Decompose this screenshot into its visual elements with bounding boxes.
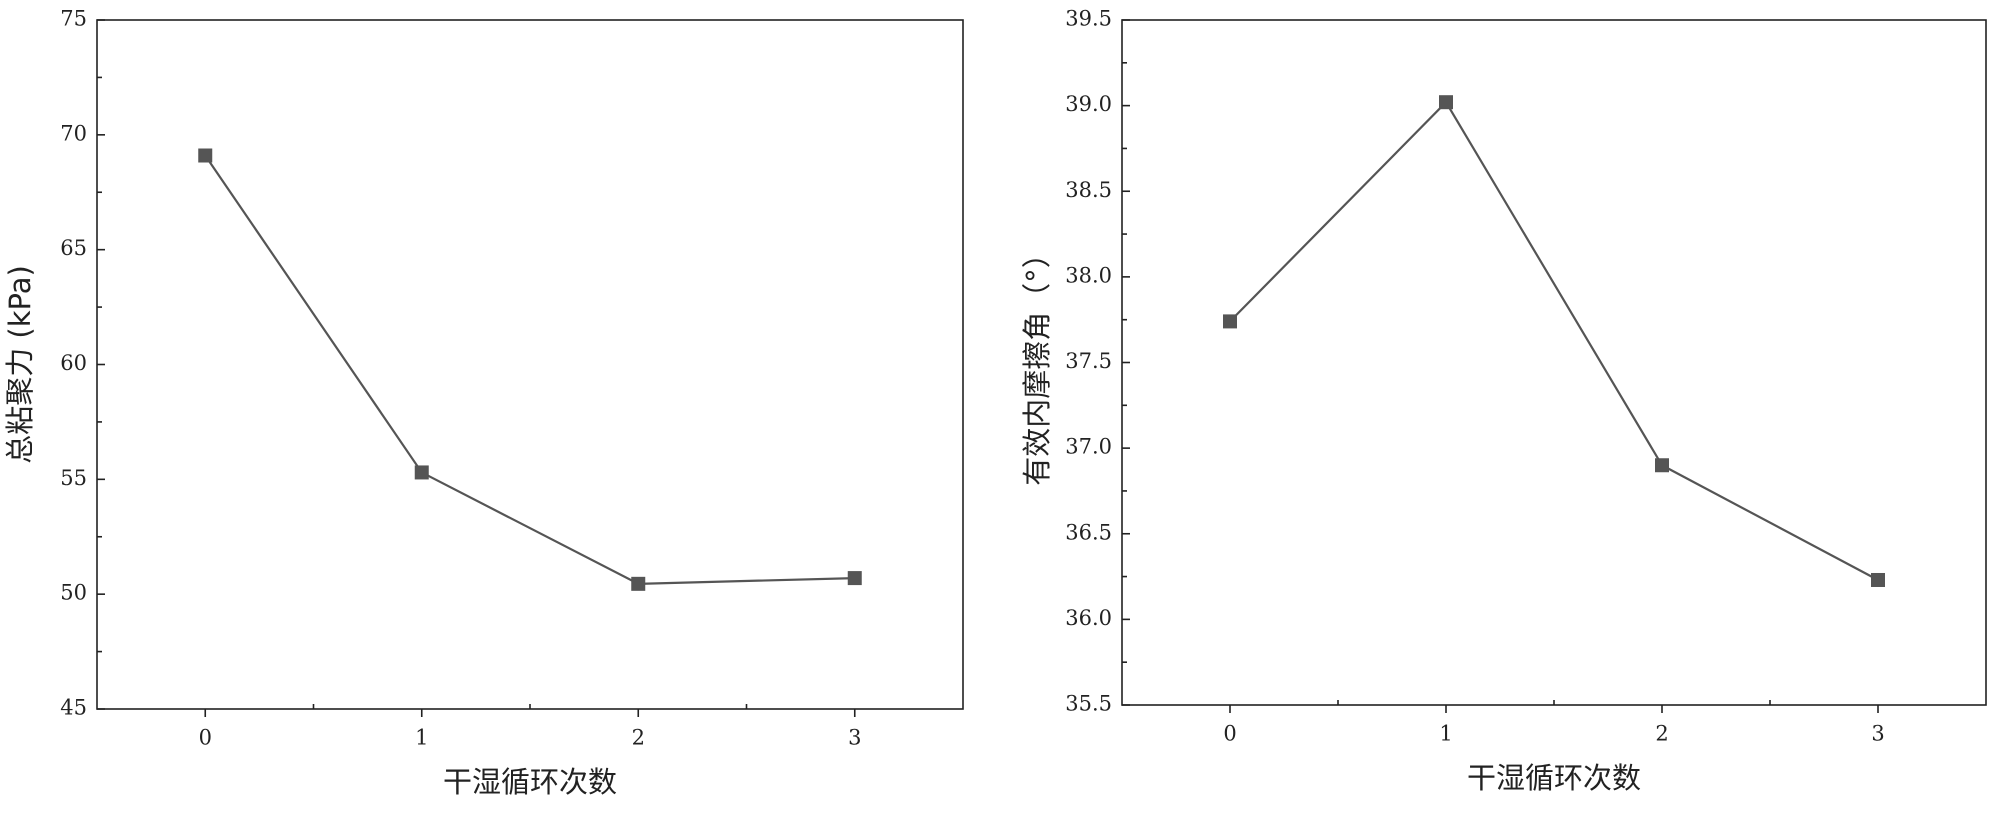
y-tick-label: 55 (60, 466, 87, 490)
plot-frame (96, 19, 964, 710)
y-axis-label: 总粘聚力 (kPa) (3, 265, 37, 464)
plot-frame (1121, 19, 1987, 706)
y-tick-label: 36.5 (1065, 520, 1112, 544)
y-tick-label: 35.5 (1065, 692, 1112, 716)
y-tick-label: 45 (60, 696, 87, 720)
x-tick-label: 1 (1439, 722, 1452, 746)
data-point (1439, 95, 1453, 110)
y-tick-label: 38.0 (1065, 263, 1112, 287)
data-point (1655, 458, 1669, 473)
data-line (1229, 100, 1879, 581)
y-tick-label: 39.5 (1065, 7, 1112, 31)
data-point (1223, 314, 1237, 329)
x-axis-label: 干湿循环次数 (443, 765, 617, 799)
x-tick-label: 3 (1871, 722, 1884, 746)
x-tick-label: 0 (199, 726, 212, 750)
y-tick-label: 37.5 (1065, 349, 1112, 373)
y-tick-label: 50 (60, 581, 87, 605)
y-tick-label: 60 (60, 351, 87, 375)
data-point (847, 571, 862, 586)
x-tick-label: 2 (1655, 722, 1668, 746)
x-tick-label: 2 (632, 726, 645, 750)
data-point (631, 576, 646, 591)
y-tick-label: 37.0 (1065, 435, 1112, 459)
y-axis-label: 有效内摩擦角（°） (1020, 239, 1054, 486)
y-tick-label: 75 (60, 7, 87, 31)
data-point (198, 148, 213, 163)
x-axis-label: 干湿循环次数 (1467, 761, 1641, 795)
y-tick-label: 36.0 (1065, 606, 1112, 630)
data-line (204, 154, 855, 585)
y-tick-label: 38.5 (1065, 178, 1112, 202)
data-point (1871, 572, 1885, 587)
data-point (414, 465, 429, 480)
y-tick-label: 39.0 (1065, 92, 1112, 116)
y-tick-label: 65 (60, 236, 87, 260)
x-tick-label: 3 (848, 726, 861, 750)
x-tick-label: 1 (415, 726, 428, 750)
y-tick-label: 70 (60, 121, 87, 145)
x-tick-label: 0 (1223, 722, 1236, 746)
